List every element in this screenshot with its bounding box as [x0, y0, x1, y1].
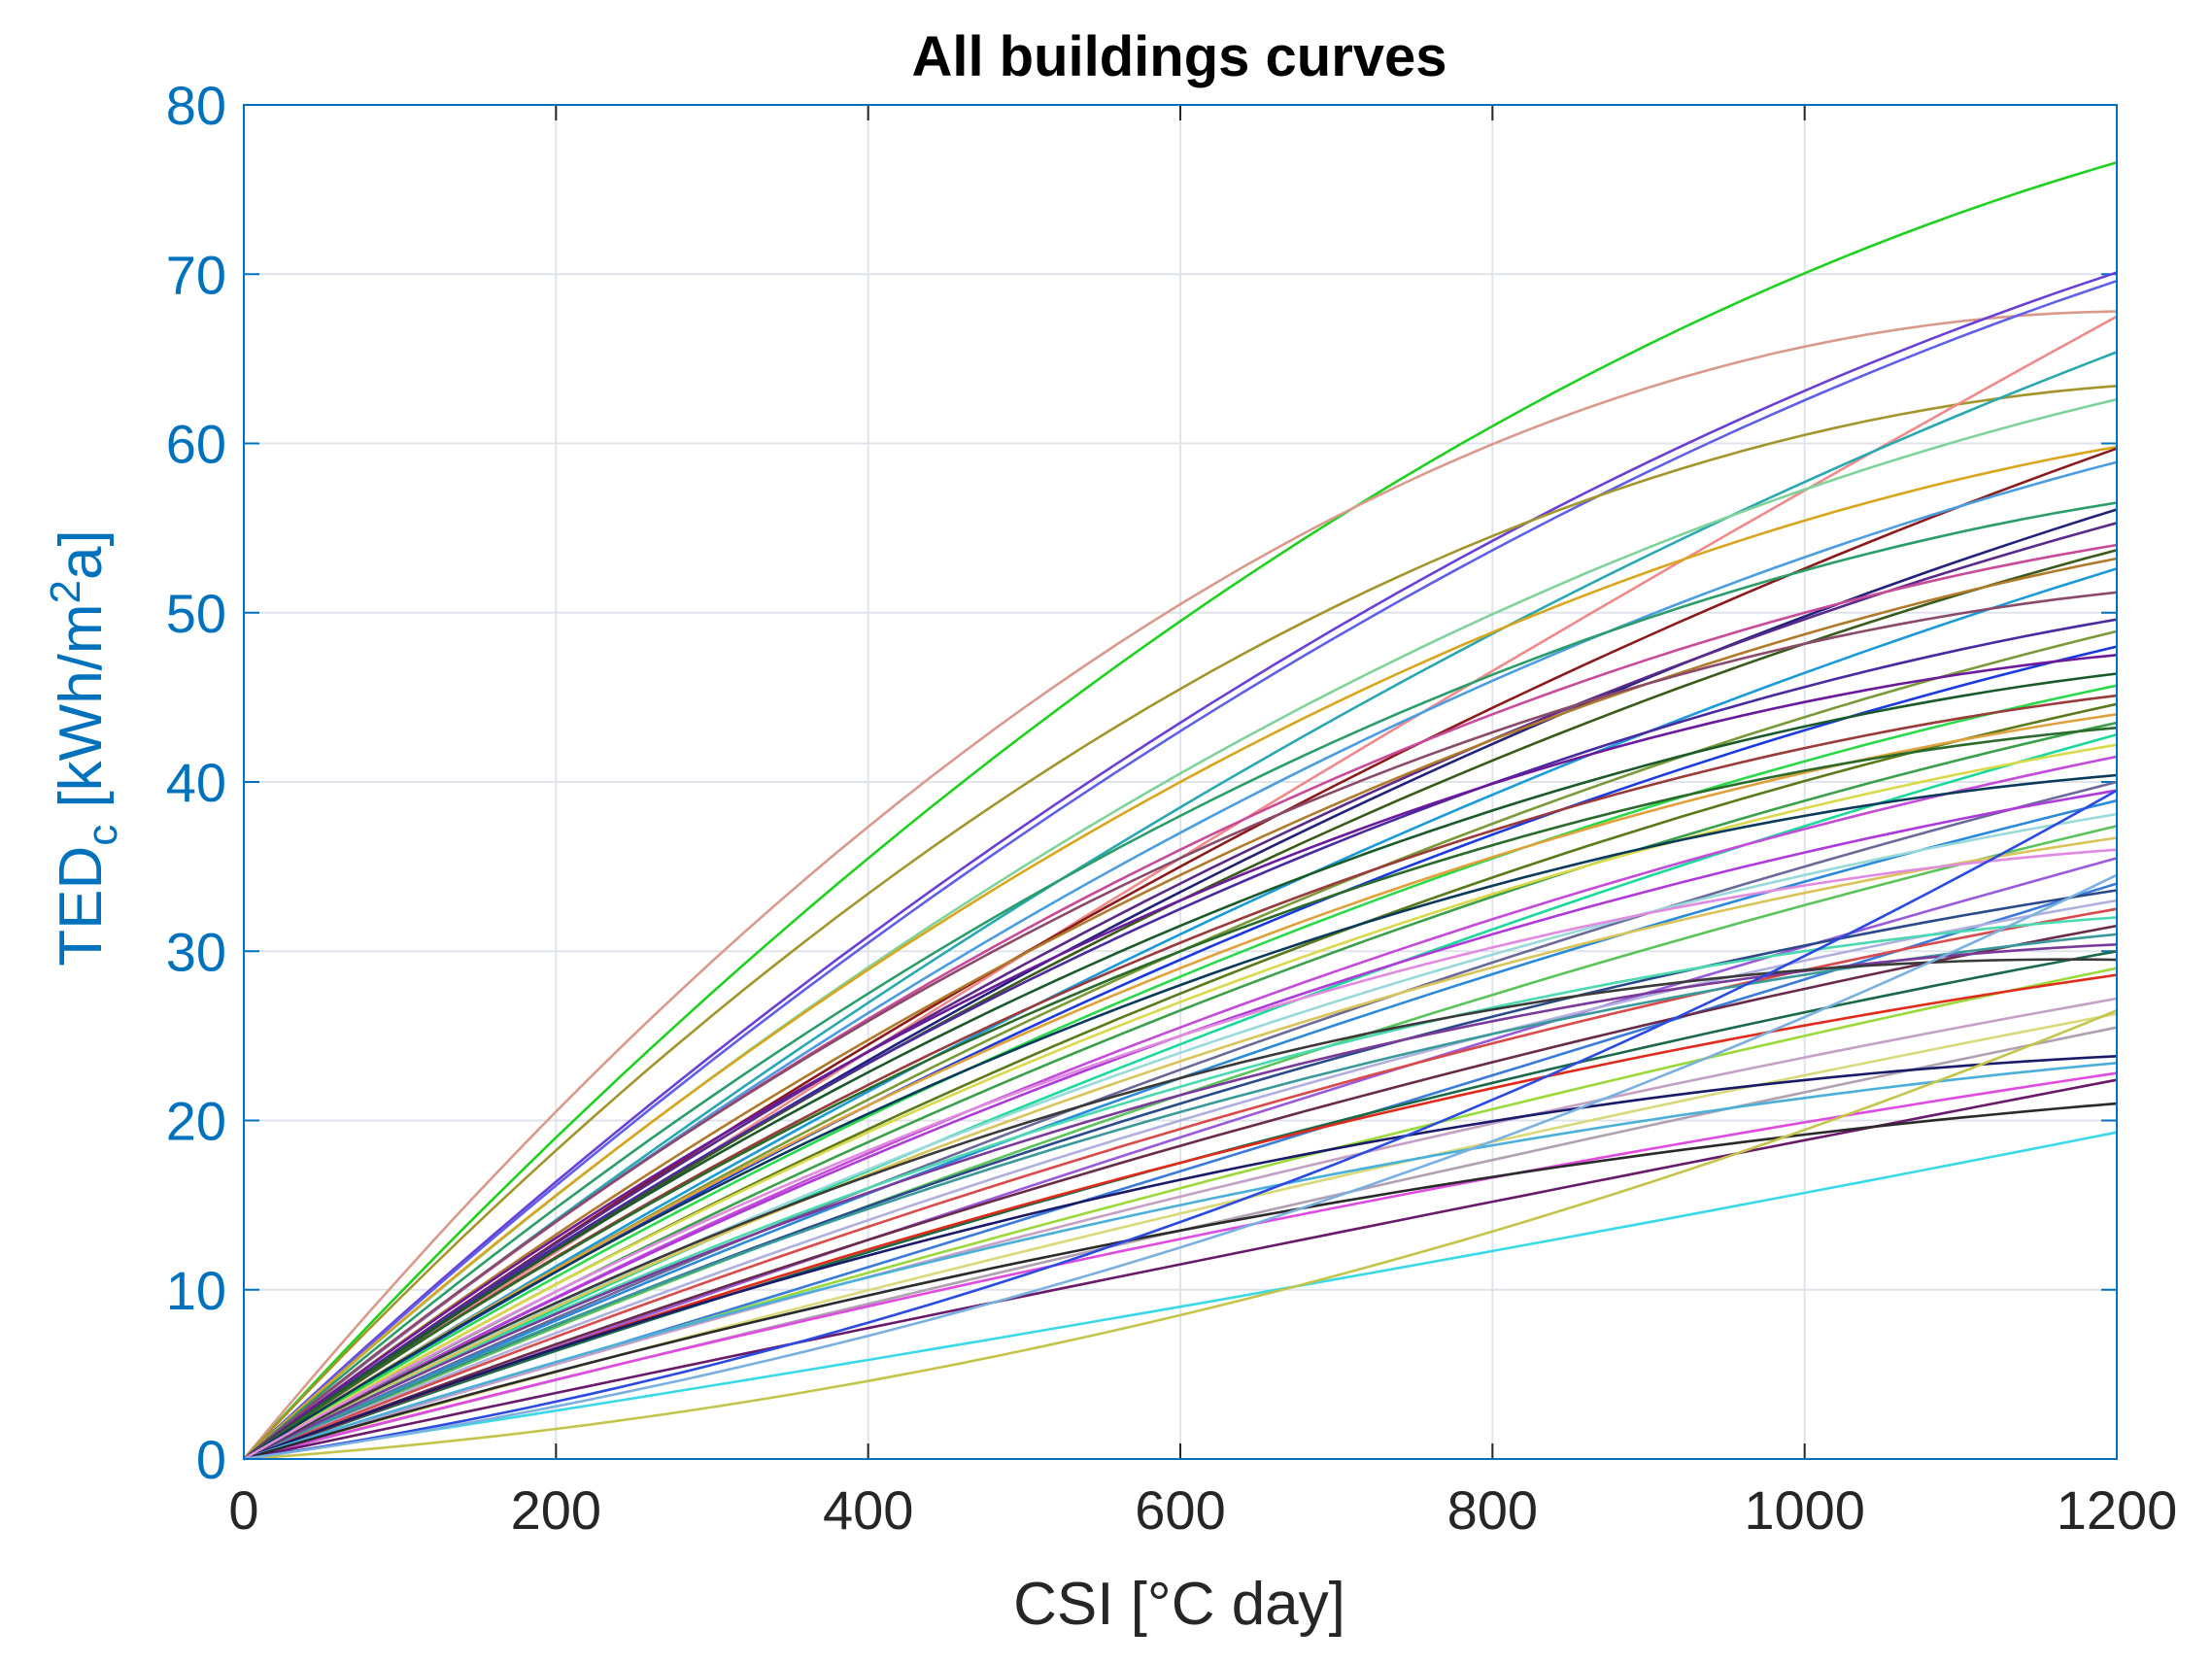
series-line-b34: [243, 773, 2118, 1461]
series-line-b58: [243, 1062, 2118, 1461]
series-line-b48: [243, 933, 2118, 1461]
y-tick-label: 10: [166, 1260, 226, 1321]
y-tick-label: 40: [166, 752, 226, 813]
x-tick-label: 200: [511, 1479, 601, 1541]
series-line-b05: [243, 385, 2118, 1460]
series-line-b64: [243, 848, 2118, 1461]
x-tick-label: 800: [1447, 1479, 1538, 1541]
series-line-b47: [243, 924, 2118, 1461]
y-axis-label-base: TED: [48, 846, 115, 967]
y-axis-label-sub: c: [79, 825, 126, 846]
series-line-b61: [243, 1102, 2118, 1461]
chart-title: All buildings curves: [911, 25, 1446, 88]
x-tick-labels: 0 200 400 600 800 1000 1200: [228, 1479, 2177, 1541]
series-line-b38: [243, 812, 2118, 1461]
series-line-b01: [243, 160, 2118, 1460]
y-axis-label-unit-pre: [kWh/m: [48, 603, 115, 824]
x-tick-label: 1200: [2057, 1479, 2178, 1541]
y-tick-labels: 0 10 20 30 40 50 60 70 80: [166, 75, 226, 1490]
y-tick-label: 80: [166, 75, 226, 136]
axes-box: [243, 104, 2118, 1460]
series-line-b40: [243, 836, 2118, 1461]
series-line-b32: [243, 743, 2118, 1461]
y-tick-label: 20: [166, 1091, 226, 1152]
x-tick-label: 1000: [1744, 1479, 1865, 1541]
series-line-b31: [243, 732, 2118, 1461]
series-line-b24: [243, 672, 2118, 1461]
y-tick-label: 0: [196, 1429, 226, 1490]
series-line-b07: [243, 351, 2118, 1461]
series-line-b57: [243, 1055, 2118, 1461]
series-line-b12: [243, 501, 2118, 1460]
series-line-b59: [243, 1071, 2118, 1461]
series-line-b62: [243, 1131, 2118, 1461]
x-tick-label: 400: [823, 1479, 913, 1541]
series-line-b25: [243, 684, 2118, 1461]
series-line-b20: [243, 618, 2118, 1461]
series-line-b35: [243, 780, 2118, 1461]
y-axis-label: TEDc [kWh/m2a]: [42, 529, 126, 967]
series-line-b65: [243, 789, 2118, 1461]
series-line-b14: [243, 522, 2118, 1461]
series-line-b04: [243, 279, 2118, 1460]
x-tick-label: 600: [1135, 1479, 1225, 1541]
series-line-b09: [243, 445, 2118, 1460]
y-axis-label-sup: 2: [42, 580, 89, 603]
y-tick-label: 50: [166, 583, 226, 644]
y-tick-label: 60: [166, 414, 226, 475]
series-line-b02: [242, 310, 2118, 1460]
series-line-b30: [243, 726, 2118, 1461]
series-line-b28: [243, 713, 2118, 1461]
series-line-b54: [243, 997, 2118, 1461]
y-axis-label-unit-post: a]: [48, 529, 115, 580]
y-tick-label: 70: [166, 244, 226, 305]
series-line-b18: [243, 567, 2118, 1461]
series-line-b03: [243, 271, 2118, 1460]
series-line-b60: [243, 1078, 2118, 1461]
series-line-b46: [243, 916, 2118, 1461]
series-line-b63: [243, 1008, 2118, 1461]
series-line-b23: [243, 654, 2118, 1461]
series-line-b66: [243, 873, 2118, 1461]
series-line-b51: [243, 958, 2118, 1461]
series-line-b19: [243, 591, 2118, 1461]
series-line-b17: [243, 557, 2118, 1461]
y-tick-label: 30: [166, 921, 226, 982]
x-tick-label: 0: [228, 1479, 258, 1541]
series-lines: [242, 160, 2118, 1461]
x-axis-label: CSI [°C day]: [1013, 1571, 1345, 1638]
series-line-b44: [243, 899, 2118, 1461]
